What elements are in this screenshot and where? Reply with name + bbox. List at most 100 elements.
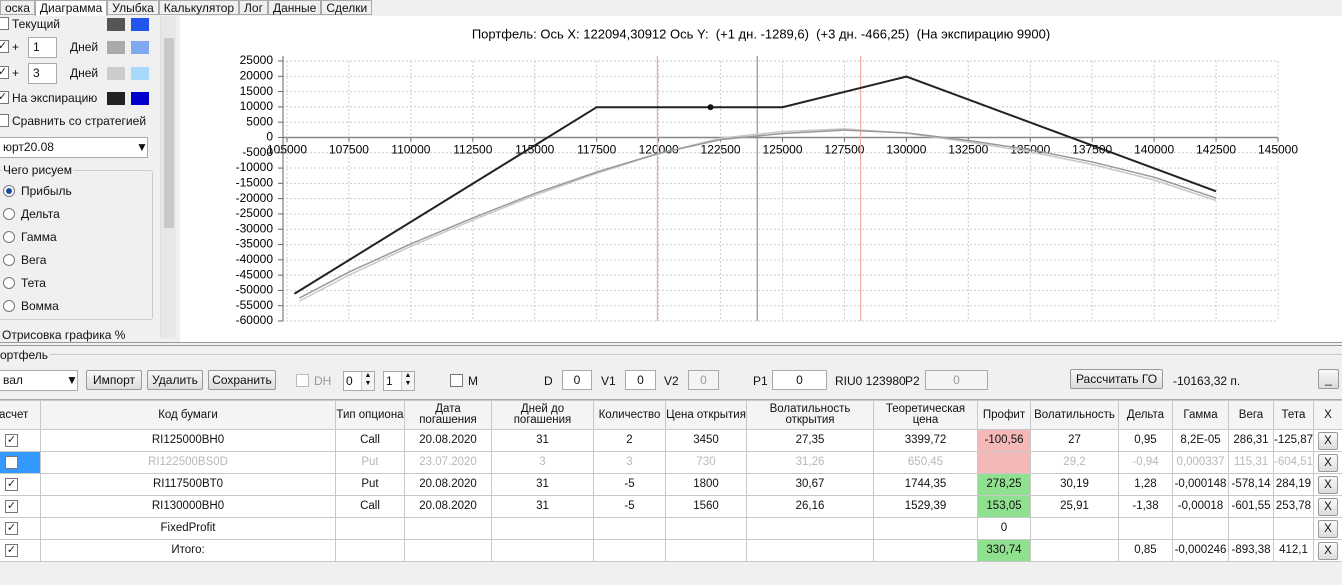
checkbox[interactable]: ✓ [0,40,9,53]
delete-button[interactable]: X [1318,541,1338,560]
radio[interactable] [3,208,15,220]
tab[interactable]: Сделки [321,0,373,15]
table-cell: ✓ [0,517,41,540]
cell-text: -125,87 [1274,434,1314,446]
field-label: D [544,374,553,388]
button[interactable]: Сохранить [208,370,276,390]
table-cell: -5 [593,473,666,496]
tab[interactable]: Улыбка [107,0,159,15]
days-label: Дней [70,40,99,54]
delete-button[interactable]: X [1318,519,1338,538]
days-input[interactable]: 3 [28,63,57,84]
table-cell: 286,31 [1228,429,1274,452]
color-swatch[interactable] [131,41,149,54]
tab[interactable]: Калькулятор [158,0,240,15]
radio[interactable] [3,277,15,289]
tab[interactable]: Лог [239,0,268,15]
color-swatch[interactable] [107,92,125,105]
table-cell: 3 [491,451,594,474]
checkbox[interactable] [0,114,9,127]
table-cell: 20.08.2020 [404,429,492,452]
tab[interactable]: оска [0,0,35,15]
cell-text: Call [360,434,380,446]
cell-text: 1744,35 [904,478,947,490]
radio[interactable] [3,185,15,197]
column-header: Дней до погашения [491,400,594,430]
table-cell [873,517,978,540]
scroll-thumb[interactable] [164,38,174,228]
delete-button[interactable]: X [1318,475,1338,494]
radio[interactable] [3,300,15,312]
radio-label: Гамма [21,230,57,244]
button[interactable]: Импорт [86,370,142,390]
table-cell [1030,539,1119,562]
checkbox[interactable] [5,456,18,469]
table-cell [665,517,747,540]
table-cell: ✓ [0,539,41,562]
table-cell: 31 [491,429,594,452]
cell-text: -578,14 [1231,478,1271,490]
delete-button[interactable]: X [1318,497,1338,516]
instrument-label: RIU0 123980 [835,374,906,388]
cell-text: 27 [1068,434,1081,446]
checkbox[interactable]: ✓ [5,522,18,535]
checkbox[interactable]: ✓ [0,91,9,104]
button[interactable]: Удалить [147,370,203,390]
table-cell [404,539,492,562]
x-tick-label: 110000 [391,143,430,157]
plus-sign: + [12,40,20,54]
table-cell: -893,38 [1228,539,1274,562]
delete-button[interactable]: X [1318,453,1338,472]
checkbox[interactable]: ✓ [5,500,18,513]
table-cell: 1,28 [1118,473,1173,496]
checkbox[interactable]: ✓ [5,544,18,557]
checkbox[interactable] [450,374,463,387]
days-input[interactable]: 1 [28,37,57,58]
field-input[interactable]: 0 [925,370,988,390]
x-tick-label: 112500 [453,143,492,157]
table-cell: Call [335,429,405,452]
account-dropdown[interactable]: вал [0,370,78,391]
checkbox[interactable] [0,17,9,30]
table-cell: -0,000246 [1172,539,1229,562]
column-header: Волатильность [1030,400,1119,430]
header-text: Количество [598,408,661,421]
tab[interactable]: Данные [267,0,322,15]
table-cell: 30,67 [746,473,874,496]
radio-label: Тета [21,276,46,290]
table-cell [977,451,1031,474]
table-cell: -0,000148 [1172,473,1229,496]
field-input[interactable]: 0 [688,370,719,390]
button[interactable]: Рассчитать ГО [1070,369,1163,389]
cell-text: FixedProfit [160,522,216,534]
table-cell: 153,05 [977,495,1031,518]
delete-button[interactable]: X [1318,431,1338,450]
checkbox[interactable] [296,374,309,387]
field-input[interactable]: 0 [625,370,656,390]
column-header: асчет [0,400,41,430]
table-cell: 25,91 [1030,495,1119,518]
checkbox[interactable]: ✓ [5,478,18,491]
checkbox[interactable]: ✓ [5,434,18,447]
checkbox[interactable]: ✓ [0,66,9,79]
strategy-dropdown[interactable]: юрт20.08 [0,137,148,158]
color-swatch[interactable] [131,18,149,31]
x-tick-label: 132500 [948,143,988,157]
color-swatch[interactable] [107,18,125,31]
color-swatch[interactable] [131,67,149,80]
field-input[interactable]: 0 [562,370,592,390]
table-cell [746,517,874,540]
tab[interactable]: Диаграмма [34,0,108,16]
button[interactable]: _ [1318,369,1339,389]
cell-text: 650,45 [907,456,944,468]
table-cell [335,517,405,540]
field-input[interactable]: 0 [772,370,827,390]
table-cell: 115,31 [1228,451,1274,474]
header-text: Цена открытия [666,408,746,421]
table-cell: 0,85 [1118,539,1173,562]
color-swatch[interactable] [131,92,149,105]
radio[interactable] [3,231,15,243]
color-swatch[interactable] [107,67,125,80]
radio[interactable] [3,254,15,266]
color-swatch[interactable] [107,41,125,54]
